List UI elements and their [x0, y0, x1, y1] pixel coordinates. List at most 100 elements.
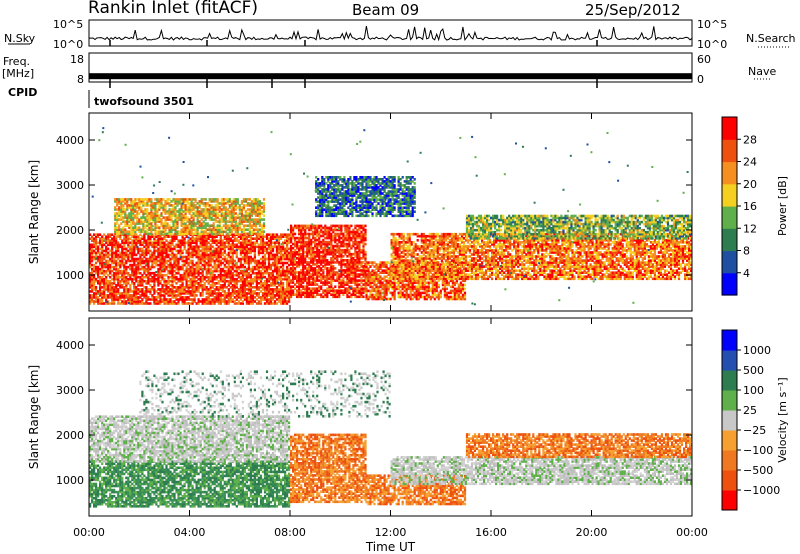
- power-cell: [342, 277, 345, 280]
- power-cell: [262, 224, 266, 227]
- power-cell: [105, 247, 108, 251]
- power-cell: [304, 236, 307, 240]
- power-cell: [254, 200, 257, 203]
- power-cell: [247, 286, 250, 289]
- power-cell: [308, 234, 311, 238]
- power-cell: [163, 302, 166, 305]
- power-cell: [344, 289, 347, 292]
- power-cell: [202, 208, 205, 211]
- power-cell: [125, 255, 128, 259]
- noise-lines: 10^510^010^510^0: [8, 18, 790, 51]
- power-cell: [175, 259, 178, 263]
- power-cell: [256, 198, 259, 201]
- power-cell: [228, 200, 231, 203]
- power-cell: [320, 275, 323, 278]
- power-cell: [145, 259, 148, 263]
- power-cell: [181, 273, 184, 277]
- power-cell: [245, 239, 248, 242]
- power-cell: [159, 290, 162, 293]
- power-cell: [111, 277, 114, 281]
- power-cell: [265, 282, 269, 285]
- power-cell: [121, 263, 124, 267]
- power-cell: [97, 235, 100, 238]
- power-cell: [161, 239, 164, 242]
- power-cell: [208, 204, 211, 207]
- power-cell: [141, 243, 144, 247]
- power-cell: [115, 267, 118, 271]
- power-cell: [269, 271, 273, 275]
- power-cell: [199, 294, 202, 297]
- power-cell: [320, 281, 323, 284]
- power-cell: [273, 279, 277, 283]
- power-cell: [220, 226, 223, 229]
- power-cell: [114, 222, 117, 225]
- power-cell: [145, 247, 148, 251]
- power-cell: [168, 226, 171, 229]
- power-cell: [163, 235, 166, 238]
- power-cell: [223, 290, 226, 293]
- power-cell: [189, 284, 192, 287]
- power-cell: [187, 271, 190, 275]
- power-cell: [300, 277, 303, 280]
- power-cell: [121, 249, 124, 253]
- power-cell: [259, 279, 263, 283]
- power-cell: [113, 286, 116, 289]
- power-cell: [134, 210, 137, 213]
- power-cell: [123, 286, 126, 289]
- power-cell: [261, 286, 265, 289]
- power-cell: [131, 298, 134, 301]
- power-cell: [330, 242, 333, 246]
- power-cell: [340, 248, 343, 252]
- power-cell: [198, 206, 201, 209]
- power-cell: [146, 228, 149, 231]
- power-cell: [310, 240, 313, 244]
- power-cell: [342, 250, 345, 254]
- power-cell: [136, 216, 139, 219]
- power-cell: [138, 200, 141, 203]
- power-cell: [146, 232, 149, 236]
- power-cell: [197, 284, 200, 287]
- power-cell: [232, 206, 235, 209]
- freq-tick-left-top: 18: [70, 53, 84, 66]
- power-cell: [215, 286, 218, 289]
- power-cell: [269, 255, 273, 259]
- power-cell: [171, 255, 174, 259]
- power-cell: [227, 235, 230, 238]
- power-cell: [235, 239, 238, 242]
- power-cell: [161, 249, 164, 253]
- power-cell: [330, 261, 333, 264]
- power-cell: [306, 285, 309, 288]
- power-cell: [204, 232, 207, 236]
- power-cell: [288, 298, 291, 301]
- power-cell: [187, 257, 190, 261]
- power-cell: [203, 302, 206, 305]
- power-cell: [179, 288, 182, 291]
- power-cell: [175, 257, 178, 261]
- power-cell: [176, 218, 179, 221]
- power-cell: [312, 240, 315, 244]
- power-cell: [231, 288, 234, 291]
- power-cell: [187, 261, 190, 265]
- power-cell: [322, 273, 325, 276]
- power-cell: [163, 288, 166, 291]
- power-cell: [156, 212, 159, 215]
- power-cell: [213, 255, 216, 259]
- power-cell: [271, 298, 275, 301]
- power-cell: [144, 202, 147, 205]
- power-cell: [223, 292, 226, 295]
- power-cell: [93, 302, 96, 305]
- power-cell: [236, 222, 239, 225]
- power-cell: [209, 269, 212, 273]
- power-cell: [247, 257, 250, 261]
- power-cell: [332, 275, 335, 278]
- power-cell: [129, 294, 132, 297]
- power-cell: [267, 273, 271, 277]
- power-cell: [233, 243, 236, 247]
- power-cell: [245, 271, 248, 275]
- power-cell: [159, 241, 162, 245]
- power-cell: [354, 275, 357, 278]
- power-cell: [201, 253, 204, 257]
- power-cell: [271, 249, 275, 253]
- power-cell: [175, 298, 178, 301]
- power-cell: [260, 224, 264, 227]
